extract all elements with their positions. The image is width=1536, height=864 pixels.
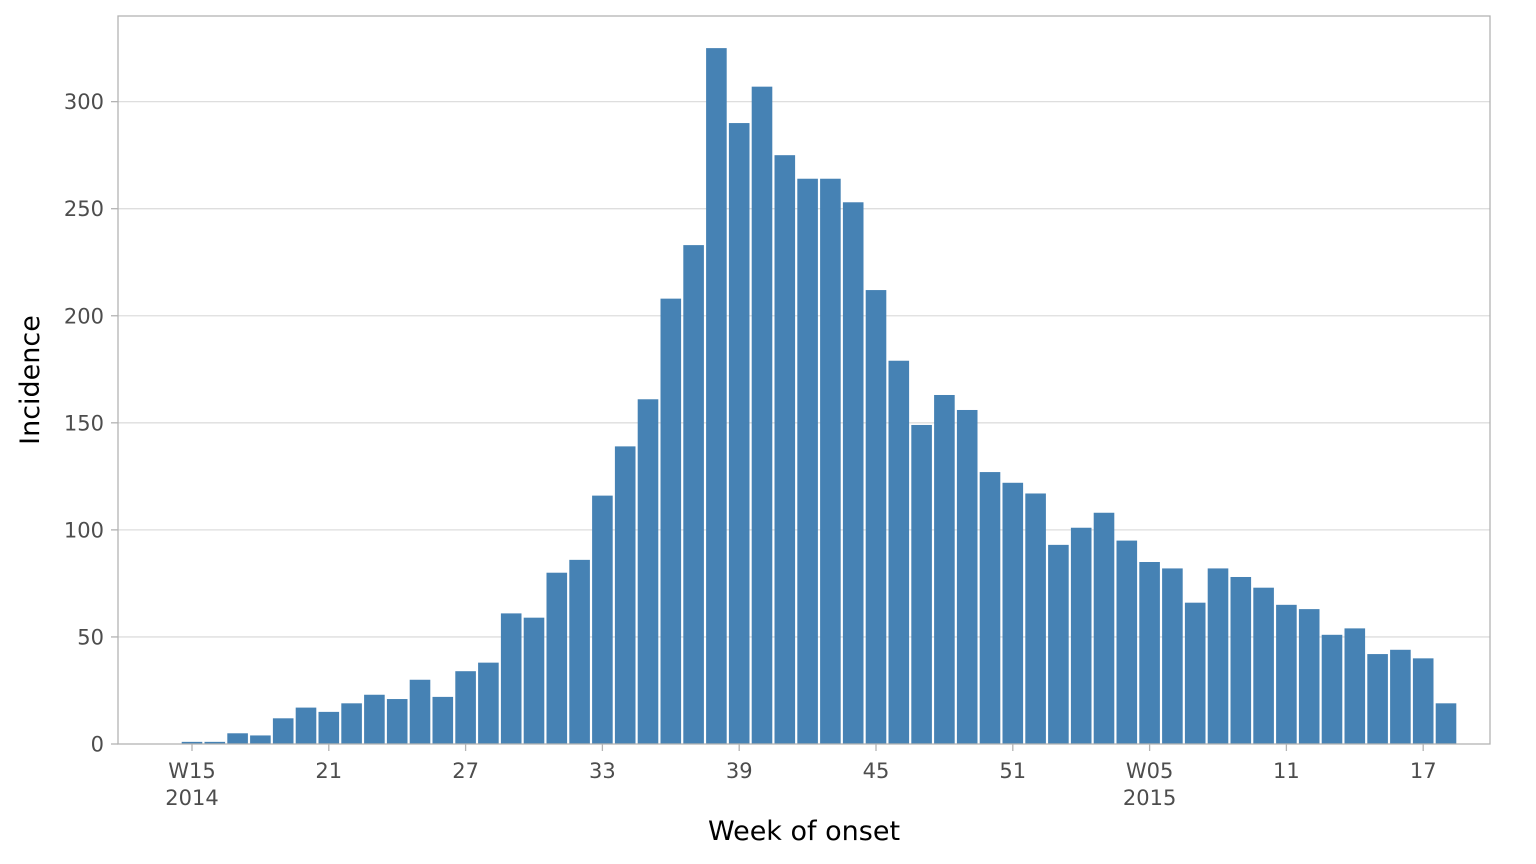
bar: [706, 48, 727, 745]
bar: [1344, 628, 1366, 744]
bar: [1367, 654, 1388, 744]
x-tick-label: 45: [863, 759, 890, 783]
bar: [1025, 493, 1046, 744]
y-tick-label: 0: [91, 733, 104, 757]
bar: [569, 559, 590, 744]
y-tick-label: 200: [64, 304, 104, 328]
bar: [592, 495, 613, 744]
bar: [478, 662, 499, 744]
bar: [204, 741, 226, 744]
y-axis-title: Incidence: [15, 315, 46, 445]
x-tick-label: W05: [1126, 759, 1174, 783]
bar: [774, 155, 796, 744]
bar: [865, 290, 887, 744]
bar: [1093, 512, 1115, 744]
bar: [1139, 562, 1160, 744]
bar: [934, 394, 955, 744]
bar: [500, 613, 522, 744]
y-tick-label: 50: [77, 625, 104, 649]
bar: [888, 360, 910, 744]
y-tick-label: 150: [64, 411, 104, 435]
bar: [1435, 703, 1457, 744]
bar: [1298, 609, 1320, 744]
bar: [1207, 568, 1229, 744]
y-tick-label: 300: [64, 90, 104, 114]
bar: [1276, 604, 1297, 744]
y-axis: 0 50 100 150 200 250 300: [64, 90, 118, 757]
bar: [956, 409, 978, 744]
bar: [637, 399, 659, 744]
bar: [272, 718, 294, 744]
bar: [432, 696, 454, 744]
x-tick-label: W15: [168, 759, 216, 783]
bar: [1390, 649, 1411, 744]
x-tick-label: 33: [589, 759, 616, 783]
bar: [683, 245, 704, 745]
bar: [1321, 634, 1343, 744]
x-tick-year-label: 2014: [165, 786, 218, 810]
x-tick-label: 39: [726, 759, 753, 783]
bar: [523, 617, 545, 744]
y-tick-label: 100: [64, 518, 104, 542]
bar: [751, 86, 773, 744]
bar: [911, 424, 932, 744]
x-tick-year-label: 2015: [1123, 786, 1176, 810]
x-axis: W15 2014 21 27 33 39 45 51 W05 2015 11 17: [165, 744, 1437, 810]
bar: [1253, 587, 1274, 744]
bar: [1002, 482, 1024, 744]
bar: [250, 735, 271, 744]
bar: [1412, 658, 1434, 744]
x-tick-label: 11: [1273, 759, 1300, 783]
bar: [1184, 602, 1206, 744]
bar: [181, 741, 203, 744]
bar: [1116, 540, 1138, 744]
bar: [842, 202, 864, 744]
bar: [797, 178, 818, 745]
bar: [546, 572, 568, 744]
bar: [1070, 527, 1092, 744]
bar: [614, 446, 636, 744]
x-tick-label: 17: [1410, 759, 1437, 783]
y-tick-label: 250: [64, 197, 104, 221]
bar: [318, 711, 340, 744]
bar: [227, 733, 248, 744]
bar: [660, 298, 682, 744]
bars: [181, 48, 1457, 745]
bar: [1048, 544, 1069, 744]
bar: [820, 178, 841, 745]
bar: [386, 699, 408, 744]
bar: [1162, 568, 1183, 744]
bar: [409, 679, 431, 744]
plot-panel-border: [117, 15, 1491, 745]
bar: [295, 707, 317, 744]
bar: [341, 703, 362, 744]
bar: [979, 472, 1001, 744]
bar: [364, 694, 385, 744]
bar: [455, 671, 476, 744]
bar: [1230, 576, 1252, 744]
x-axis-title: Week of onset: [708, 816, 900, 847]
x-tick-label: 21: [315, 759, 342, 783]
bar: [728, 123, 750, 744]
x-tick-label: 51: [999, 759, 1026, 783]
x-tick-label: 27: [452, 759, 479, 783]
